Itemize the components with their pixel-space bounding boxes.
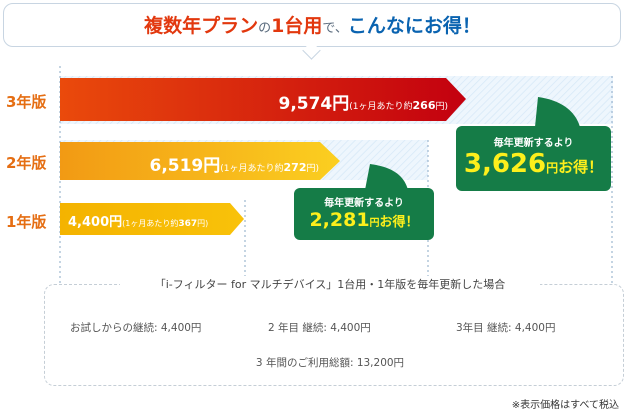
year-label-3yr: 3年版	[6, 93, 47, 111]
bar-1yr-monthly: 367	[178, 219, 198, 229]
title-particle: の	[258, 21, 272, 36]
bar-1yr-note-end: 円)	[197, 219, 209, 228]
bar-2yr-note: (1ヶ月あたり約	[220, 164, 284, 174]
bar-1yr	[60, 203, 244, 235]
year-label-2yr: 2年版	[6, 154, 47, 172]
callout-2yr-tail	[365, 164, 408, 190]
bar-3yr-price: 9,574円	[278, 94, 350, 114]
bar-3yr-monthly: 266	[412, 99, 436, 112]
callout-2yr-gain: お得！	[379, 215, 419, 230]
bar-2yr-label: 6,519円(1ヶ月あたり約272円)	[149, 151, 319, 176]
title-deal: こんなにお得！	[347, 15, 481, 37]
bar-3yr	[60, 78, 466, 121]
page-title: 複数年プランの1台用で、こんなにお得！	[0, 11, 625, 38]
bar-3yr-label: 9,574円(1ヶ月あたり約266円)	[278, 89, 448, 114]
timeline-step-3-label: 3年目 継続: 4,400円	[456, 322, 556, 334]
callout-3yr-tail	[535, 97, 580, 127]
title-plan: 複数年プラン	[144, 15, 259, 37]
callout-3yr-gain: お得！	[558, 158, 604, 176]
callout-2yr-unit: 円	[369, 218, 380, 229]
title-particle-de: で、	[322, 21, 348, 36]
tax-footnote: ※表示価格はすべて税込	[511, 400, 619, 411]
total-cost-label: 3 年間のご利用総額: 13,200円	[230, 355, 430, 370]
bar-2yr-note-end: 円)	[306, 164, 319, 174]
callout-2yr-amount: 2,281	[309, 209, 370, 231]
renewal-comparison-box	[44, 284, 624, 386]
callout-2yr-savings: 毎年更新するより 2,281円お得！	[294, 188, 434, 240]
timeline-step-2-label: 2 年目 継続: 4,400円	[268, 322, 371, 334]
title-device: 1台用	[271, 15, 323, 37]
bar-1yr-label: 4,400円(1ヶ月あたり約367円)	[68, 211, 208, 230]
bar-3yr-note: (1ヶ月あたり約	[349, 102, 413, 112]
headline-bubble	[3, 3, 621, 47]
callout-3yr-amount: 3,626	[463, 149, 547, 179]
bar-1yr-price: 4,400円	[68, 215, 123, 230]
bar-1yr-note: (1ヶ月あたり約	[122, 219, 179, 228]
callout-3yr-savings: 毎年更新するより 3,626円お得！	[456, 126, 611, 191]
callout-3yr-unit: 円	[546, 161, 559, 175]
bar-3yr-note-end: 円)	[435, 102, 448, 112]
callout-2yr-caption: 毎年更新するより	[324, 198, 404, 209]
renewal-comparison-title: 「i-フィルター for マルチデバイス」1台用・1年版を毎年更新した場合	[120, 276, 540, 292]
bar-2yr	[60, 142, 340, 180]
timeline-step-1-label: お試しからの継続: 4,400円	[70, 322, 202, 334]
callout-3yr-caption: 毎年更新するより	[493, 138, 574, 149]
bar-2yr-monthly: 272	[283, 161, 307, 174]
bar-2yr-price: 6,519円	[149, 156, 221, 176]
year-label-1yr: 1年版	[6, 213, 47, 231]
